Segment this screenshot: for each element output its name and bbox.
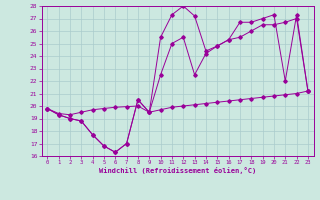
X-axis label: Windchill (Refroidissement éolien,°C): Windchill (Refroidissement éolien,°C) <box>99 167 256 174</box>
